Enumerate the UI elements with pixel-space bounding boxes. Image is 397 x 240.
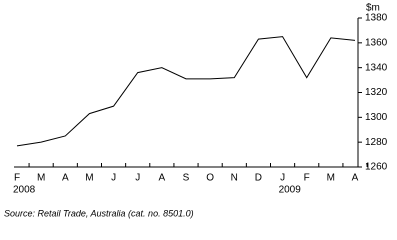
x-tick-label: A <box>159 173 166 184</box>
x-tick-label: J <box>280 173 285 184</box>
y-tick-label: 1360 <box>365 37 388 48</box>
x-tick-label: F <box>14 173 20 184</box>
x-tick-label: A <box>352 173 359 184</box>
y-tick-label: 1320 <box>365 87 388 98</box>
line <box>16 36 356 147</box>
year-label: 2008 <box>13 185 36 196</box>
year-label: 2009 <box>279 185 302 196</box>
x-tick-label: M <box>327 173 335 184</box>
x-tick-label: O <box>206 173 214 184</box>
x-tick-label: M <box>37 173 45 184</box>
x-tick-label: F <box>304 173 310 184</box>
y-tick-label: 1340 <box>365 62 388 73</box>
y-tick-label: 1280 <box>365 137 388 148</box>
x-tick-label: N <box>231 173 238 184</box>
y-tick-label: 1260 <box>365 162 388 173</box>
y-tick-label: 1300 <box>365 112 388 123</box>
source: Source: Retail Trade, Australia (cat. no… <box>4 208 194 218</box>
y-tick-label: 1380 <box>365 13 388 24</box>
x-tick-label: S <box>183 173 190 184</box>
chart: $m Source: Retail Trade, Australia (cat.… <box>4 3 388 219</box>
x-tick-label: D <box>255 173 262 184</box>
y-unit: $m <box>366 3 380 14</box>
x-tick-label: M <box>85 173 93 184</box>
x-tick-label: J <box>135 173 140 184</box>
x-tick-label: A <box>62 173 69 184</box>
x-tick-label: J <box>111 173 116 184</box>
